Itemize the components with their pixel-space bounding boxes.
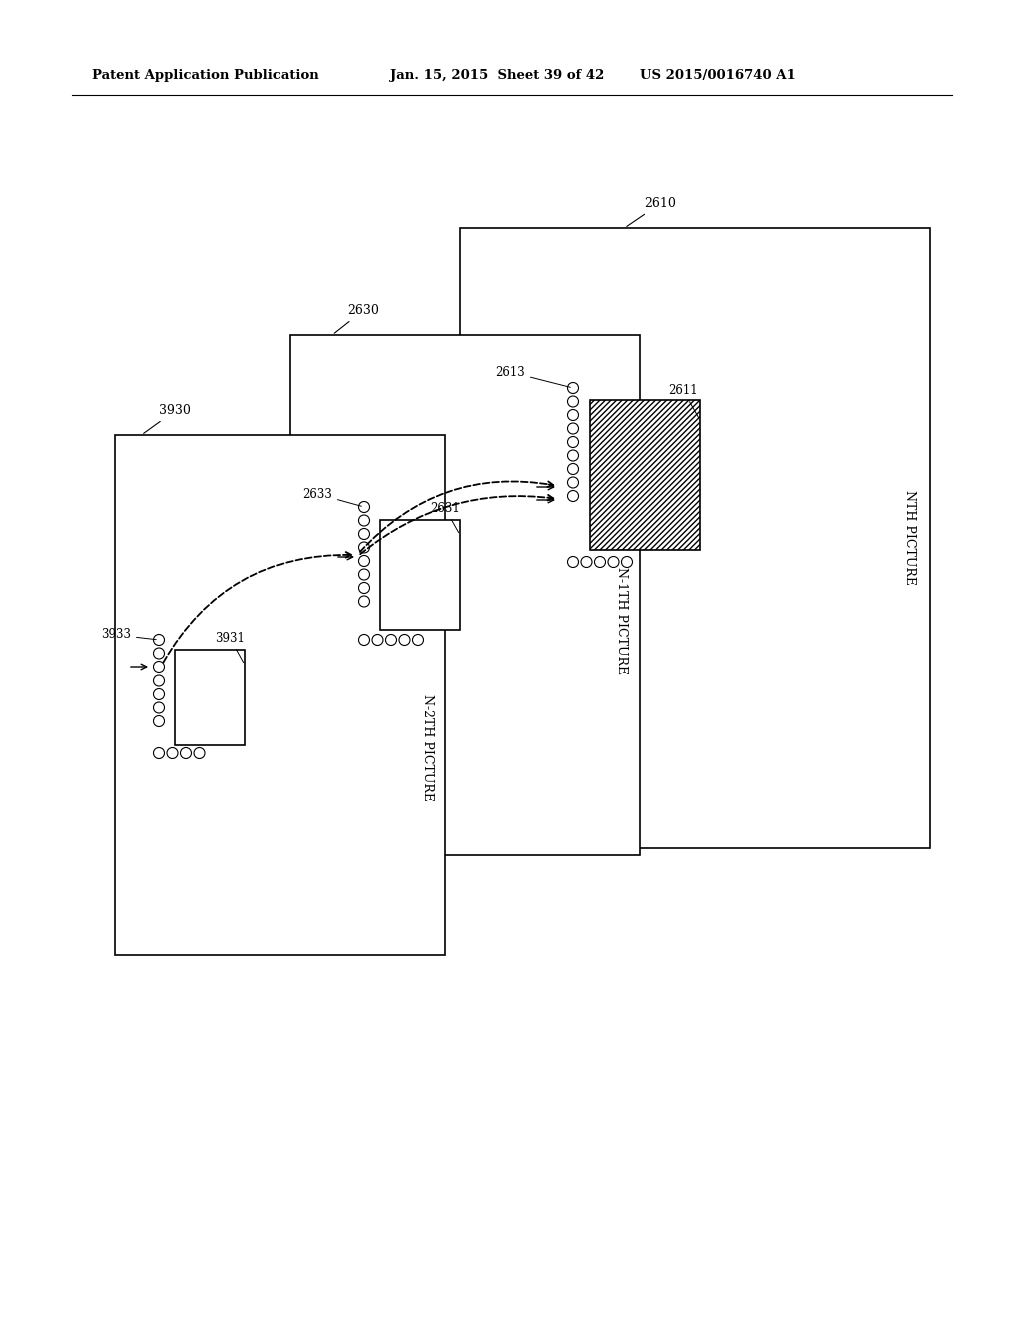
Text: Jan. 15, 2015  Sheet 39 of 42: Jan. 15, 2015 Sheet 39 of 42 — [390, 69, 604, 82]
Text: 2610: 2610 — [627, 197, 677, 227]
Text: 3933: 3933 — [101, 628, 157, 642]
Text: Patent Application Publication: Patent Application Publication — [92, 69, 318, 82]
Text: 3931: 3931 — [215, 631, 245, 663]
Bar — [460, 228, 930, 847]
Text: 2630: 2630 — [334, 304, 379, 333]
Text: 2613: 2613 — [496, 366, 570, 387]
Bar — [175, 649, 245, 744]
Text: 2611: 2611 — [668, 384, 698, 417]
Bar — [115, 436, 445, 954]
Text: N-2TH PICTURE: N-2TH PICTURE — [421, 693, 433, 800]
Text: N-1TH PICTURE: N-1TH PICTURE — [615, 568, 629, 675]
Bar — [380, 520, 460, 630]
Text: US 2015/0016740 A1: US 2015/0016740 A1 — [640, 69, 796, 82]
Bar — [290, 335, 640, 855]
Text: NTH PICTURE: NTH PICTURE — [903, 491, 916, 586]
Text: FIG. 39: FIG. 39 — [118, 516, 231, 544]
Text: 3930: 3930 — [143, 404, 191, 433]
Bar — [590, 400, 700, 550]
Text: 2631: 2631 — [430, 502, 460, 532]
Text: 2633: 2633 — [302, 487, 361, 507]
